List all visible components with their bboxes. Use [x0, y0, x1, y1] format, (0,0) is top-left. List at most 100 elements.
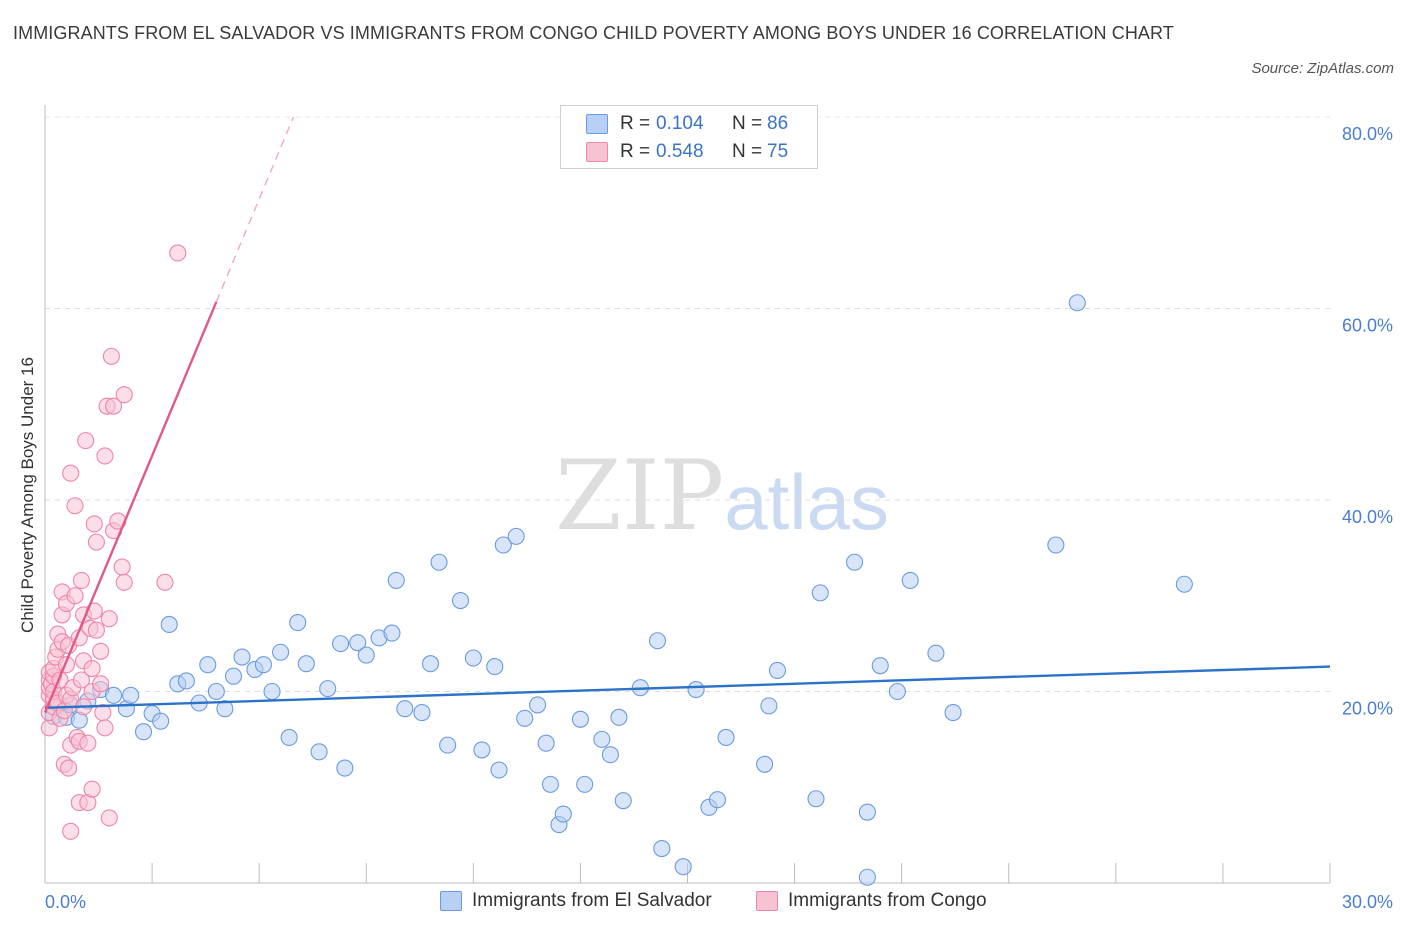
point-el-salvador — [811, 584, 829, 602]
point-el-salvador — [451, 591, 470, 610]
point-el-salvador — [207, 682, 225, 701]
point-el-salvador — [396, 700, 414, 718]
chart-title: IMMIGRANTS FROM EL SALVADOR VS IMMIGRANT… — [13, 23, 1174, 43]
point-el-salvador — [464, 649, 482, 667]
point-el-salvador — [888, 682, 906, 701]
point-el-salvador — [486, 658, 504, 676]
n-label: N = — [732, 141, 763, 162]
point-congo — [92, 642, 110, 660]
point-el-salvador — [280, 728, 298, 747]
point-el-salvador — [610, 708, 628, 726]
watermark-atlas: atlas — [724, 458, 889, 546]
watermark: ZIPatlas — [555, 440, 889, 552]
point-congo — [92, 675, 110, 693]
point-congo — [100, 809, 118, 827]
point-el-salvador — [199, 656, 217, 674]
trend-line-congo — [43, 301, 218, 714]
r-value: 0.548 — [656, 141, 704, 162]
point-el-salvador — [387, 571, 405, 589]
point-congo — [83, 659, 101, 678]
point-el-salvador — [927, 644, 945, 662]
point-congo — [156, 573, 174, 591]
n-label: N = — [732, 113, 763, 134]
point-el-salvador — [708, 791, 727, 809]
point-el-salvador — [717, 728, 735, 747]
point-el-salvador — [944, 704, 962, 722]
point-congo — [62, 464, 80, 482]
point-el-salvador — [473, 741, 491, 759]
point-el-salvador — [858, 868, 876, 886]
point-el-salvador — [233, 648, 251, 666]
correlation-legend: R = 0.104 N = 86 R = 0.548 N = 75 — [560, 105, 818, 169]
point-congo — [60, 759, 78, 777]
point-el-salvador — [516, 709, 534, 727]
point-el-salvador — [571, 710, 589, 728]
point-el-salvador — [871, 657, 889, 675]
point-el-salvador — [554, 805, 572, 823]
point-congo — [96, 719, 114, 737]
point-el-salvador — [289, 614, 307, 632]
y-tick-label: 60.0% — [1342, 316, 1393, 336]
point-el-salvador — [272, 643, 290, 661]
point-congo — [66, 587, 84, 605]
point-congo — [169, 244, 187, 262]
point-congo — [104, 397, 123, 415]
point-el-salvador — [901, 571, 919, 589]
point-el-salvador — [357, 646, 375, 664]
point-el-salvador — [576, 775, 594, 793]
legend-swatch-pink — [586, 142, 608, 162]
n-value: 75 — [767, 141, 789, 162]
r-label: R = — [620, 113, 651, 134]
source-label: Source: ZipAtlas.com — [1251, 60, 1394, 77]
legend-swatch-blue — [586, 114, 608, 134]
point-congo — [100, 610, 118, 628]
point-el-salvador — [349, 634, 367, 652]
y-tick-label: 20.0% — [1342, 699, 1393, 719]
point-congo — [87, 621, 105, 639]
legend-swatch-pink — [756, 891, 778, 911]
point-el-salvador — [614, 792, 632, 810]
n-value: 86 — [767, 113, 789, 134]
point-el-salvador — [160, 615, 178, 634]
point-el-salvador — [310, 743, 328, 761]
point-el-salvador — [756, 755, 774, 773]
point-el-salvador — [807, 790, 825, 808]
legend-label: Immigrants from El Salvador — [472, 890, 712, 911]
point-el-salvador — [858, 803, 876, 821]
point-el-salvador — [413, 704, 431, 722]
point-el-salvador — [319, 680, 337, 698]
point-congo — [79, 734, 97, 752]
point-congo — [72, 671, 90, 689]
point-el-salvador — [845, 553, 864, 571]
point-el-salvador — [263, 682, 281, 701]
point-congo — [72, 571, 90, 589]
point-el-salvador — [254, 656, 273, 674]
point-el-salvador — [1047, 536, 1065, 554]
point-el-salvador — [541, 775, 559, 793]
point-el-salvador — [134, 723, 153, 741]
trend-extension-congo — [215, 116, 295, 303]
point-el-salvador — [494, 536, 512, 554]
point-el-salvador — [537, 734, 555, 752]
point-el-salvador — [216, 700, 234, 718]
point-el-salvador — [383, 624, 401, 642]
point-el-salvador — [104, 686, 123, 704]
point-el-salvador — [439, 736, 457, 754]
y-tick-label: 40.0% — [1342, 507, 1393, 527]
r-label: R = — [620, 141, 651, 162]
point-congo — [115, 573, 133, 591]
point-congo — [62, 822, 80, 840]
point-congo — [66, 497, 84, 515]
x-tick-label: 30.0% — [1342, 892, 1393, 912]
point-el-salvador — [331, 635, 350, 653]
y-tick-label: 80.0% — [1342, 124, 1393, 144]
point-el-salvador — [507, 527, 525, 545]
point-congo — [115, 386, 133, 404]
point-el-salvador — [648, 632, 667, 650]
point-el-salvador — [297, 655, 315, 673]
point-el-salvador — [593, 730, 611, 748]
point-el-salvador — [490, 761, 508, 779]
point-congo — [113, 558, 131, 576]
r-value: 0.104 — [656, 113, 704, 134]
point-congo — [87, 533, 105, 551]
